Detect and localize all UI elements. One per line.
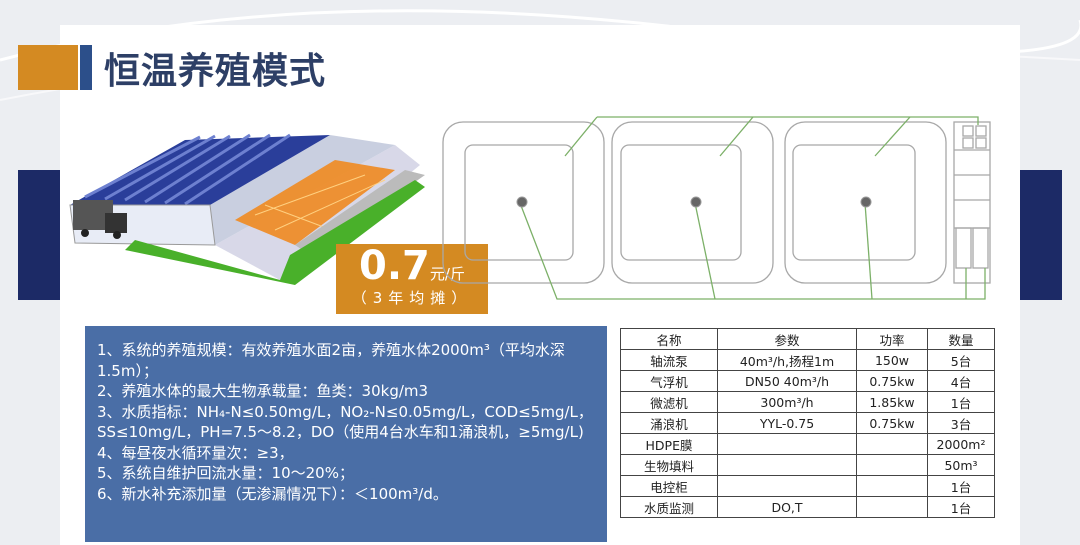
info-line: 2、养殖水体的最大生物承载量：鱼类：30kg/m3: [97, 382, 429, 400]
table-cell: 5台: [927, 349, 995, 371]
table-cell: 生物填料: [620, 454, 718, 476]
info-line: 6、新水补充添加量（无渗漏情况下）：＜100m³/d。: [97, 484, 448, 503]
table-row: 气浮机 DN50 40m³/h 0.75kw 4台: [620, 370, 995, 392]
table-cell: 电控柜: [620, 475, 718, 497]
table-cell: [717, 454, 857, 476]
table-row: 轴流泵 40m³/h,扬程1m 150w 5台: [620, 349, 995, 371]
table-row: 涌浪机 YYL-0.75 0.75kw 3台: [620, 412, 995, 434]
right-navy-bar: [1020, 170, 1062, 300]
greenhouse-illustration: [69, 133, 425, 285]
price-note: （3年均摊）: [351, 289, 473, 307]
info-line: 5、系统自维护回流水量：10～20%；: [97, 464, 354, 482]
table-cell: 3台: [927, 412, 995, 434]
equipment-table: 名称 参数 功率 数量 轴流泵 40m³/h,扬程1m 150w 5台 气浮机 DN50 …: [620, 328, 995, 518]
info-line: 3、水质指标：NH₄-N≤0.50mg/L，NO₂-N≤0.05mg/L，COD…: [97, 402, 593, 442]
table-cell: 0.75kw: [856, 370, 928, 392]
left-navy-bar: [18, 170, 60, 300]
table-cell: [856, 454, 928, 476]
title-accent-blue: [80, 45, 92, 90]
table-cell: 水质监测: [620, 496, 718, 518]
table-cell: 微滤机: [620, 391, 718, 413]
header-cell: 数量: [927, 328, 995, 350]
page-title: 恒温养殖模式: [104, 51, 327, 92]
table-cell: [856, 475, 928, 497]
table-cell: 气浮机: [620, 370, 718, 392]
table-cell: [856, 433, 928, 455]
system-parameters-box: 1、系统的养殖规模：有效养殖水面2亩，养殖水体2000m³（平均水深1.5m）；…: [85, 326, 607, 542]
table-cell: 150w: [856, 349, 928, 371]
table-cell: 40m³/h,扬程1m: [717, 349, 857, 371]
table-cell: 2000m²: [927, 433, 995, 455]
table-cell: YYL-0.75: [717, 412, 857, 434]
price-value: 0.7: [359, 243, 430, 289]
table-cell: 50m³: [927, 454, 995, 476]
header-cell: 参数: [717, 328, 857, 350]
info-line: 1、系统的养殖规模：有效养殖水面2亩，养殖水体2000m³（平均水深1.5m）；: [97, 341, 565, 380]
table-row: 生物填料 50m³: [620, 454, 995, 476]
table-cell: 1.85kw: [856, 391, 928, 413]
title-accent-orange: [18, 45, 78, 90]
table-header-row: 名称 参数 功率 数量: [620, 328, 995, 350]
table-row: 水质监测 DO,T 1台: [620, 496, 995, 518]
table-row: 微滤机 300m³/h 1.85kw 1台: [620, 391, 995, 413]
table-cell: [856, 496, 928, 518]
table-cell: 4台: [927, 370, 995, 392]
header-cell: 名称: [620, 328, 718, 350]
table-cell: 轴流泵: [620, 349, 718, 371]
table-cell: 1台: [927, 475, 995, 497]
table-row: 电控柜 1台: [620, 475, 995, 497]
table-row: HDPE膜 2000m²: [620, 433, 995, 455]
table-cell: HDPE膜: [620, 433, 718, 455]
price-badge: 0.7元/斤 （3年均摊）: [336, 244, 488, 314]
header-cell: 功率: [856, 328, 928, 350]
table-cell: DN50 40m³/h: [717, 370, 857, 392]
table-cell: 涌浪机: [620, 412, 718, 434]
table-cell: 300m³/h: [717, 391, 857, 413]
table-cell: 1台: [927, 496, 995, 518]
info-line: 4、每昼夜水循环量次：≥3，: [97, 443, 294, 462]
table-cell: [717, 475, 857, 497]
price-unit: 元/斤: [429, 265, 465, 283]
table-cell: 0.75kw: [856, 412, 928, 434]
table-cell: [717, 433, 857, 455]
table-cell: 1台: [927, 391, 995, 413]
table-cell: DO,T: [717, 496, 857, 518]
